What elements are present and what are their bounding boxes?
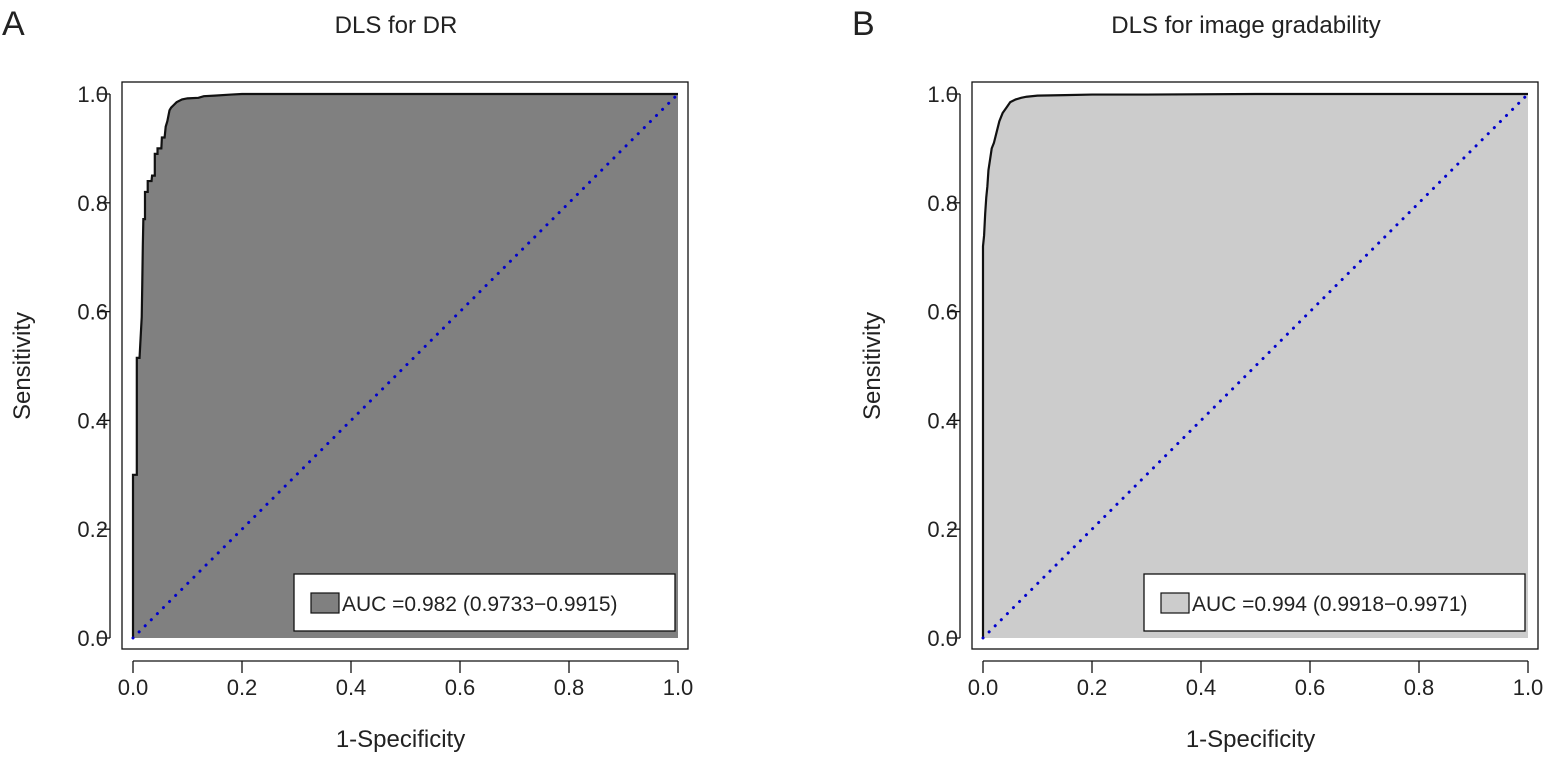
x-tick-label: 1.0 bbox=[1513, 675, 1544, 700]
x-tick-label: 0.4 bbox=[336, 675, 367, 700]
y-tick-label: 0.0 bbox=[77, 626, 108, 651]
x-tick-label: 1.0 bbox=[663, 675, 694, 700]
y-tick-label: 0.8 bbox=[927, 191, 958, 216]
x-axis-label: 1-Specificity bbox=[336, 726, 465, 753]
plot-frame bbox=[121, 81, 689, 650]
y-tick-label: 0.6 bbox=[77, 300, 108, 325]
y-tick-label: 0.2 bbox=[77, 517, 108, 542]
y-tick-label: 1.0 bbox=[77, 82, 108, 107]
y-axis-label: Sensitivity bbox=[859, 312, 886, 420]
roc-chart-svg: B DLS for image gradability 0.0 0.2 0.4 0.6 0.… bbox=[852, 5, 1544, 753]
x-tick-label: 0.6 bbox=[445, 675, 476, 700]
roc-curve bbox=[131, 92, 678, 638]
x-axis-label: 1-Specificity bbox=[1186, 726, 1315, 753]
x-tick-label: 0.0 bbox=[968, 675, 999, 700]
legend-entry: AUC =0.982 (0.9733−0.9915) bbox=[342, 593, 618, 616]
panel-letter: B bbox=[852, 5, 875, 43]
x-tick-label: 0.8 bbox=[554, 675, 585, 700]
x-tick-label: 0.2 bbox=[1077, 675, 1108, 700]
roc-chart-svg: A DLS for DR 0.0 0.2 0.4 0.6 0.8 1.0 0.0 0.2 0.4 0.… bbox=[2, 5, 694, 753]
legend-swatch bbox=[310, 592, 340, 614]
y-tick-label: 0.8 bbox=[77, 191, 108, 216]
y-tick-label: 1.0 bbox=[927, 82, 958, 107]
x-tick-label: 0.8 bbox=[1404, 675, 1435, 700]
plot-frame bbox=[971, 81, 1539, 650]
x-tick-label: 0.4 bbox=[1186, 675, 1217, 700]
legend-swatch bbox=[1160, 592, 1190, 614]
roc-curve bbox=[981, 92, 1528, 638]
reference-diagonal bbox=[981, 92, 1530, 640]
chart-panel-a: A DLS for DR 0.0 0.2 0.4 0.6 0.8 1.0 0.0 0.2 0.4 0.… bbox=[0, 0, 776, 760]
y-tick-label: 0.4 bbox=[927, 408, 958, 433]
x-tick-label: 0.0 bbox=[118, 675, 149, 700]
legend-box bbox=[293, 573, 676, 632]
x-tick-label: 0.6 bbox=[1295, 675, 1326, 700]
x-tick-label: 0.2 bbox=[227, 675, 258, 700]
panel-letter: A bbox=[2, 5, 25, 43]
chart-title: DLS for image gradability bbox=[1111, 12, 1380, 39]
legend-box bbox=[1143, 573, 1526, 632]
y-axis-label: Sensitivity bbox=[9, 312, 36, 420]
legend-entry: AUC =0.994 (0.9918−0.9971) bbox=[1192, 593, 1468, 616]
y-tick-label: 0.0 bbox=[927, 626, 958, 651]
chart-panel-b: B DLS for image gradability 0.0 0.2 0.4 0.6 0.… bbox=[850, 0, 1552, 760]
chart-title: DLS for DR bbox=[335, 12, 458, 39]
y-tick-label: 0.2 bbox=[927, 517, 958, 542]
y-tick-label: 0.6 bbox=[927, 300, 958, 325]
y-tick-label: 0.4 bbox=[77, 408, 108, 433]
reference-diagonal bbox=[131, 92, 680, 640]
